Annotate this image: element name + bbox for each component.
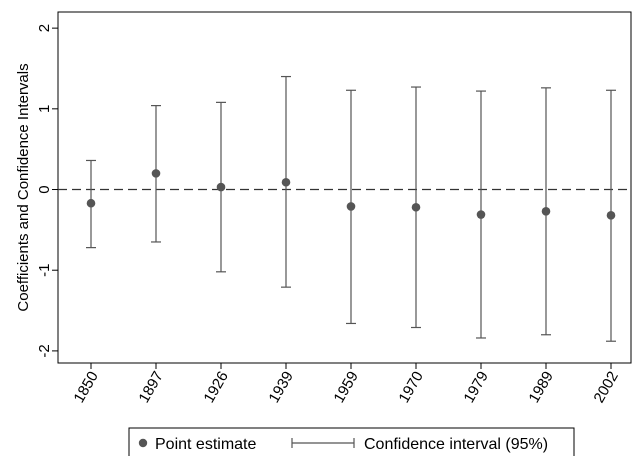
y-tick-label: 0	[36, 185, 53, 193]
x-tick-label: 1989	[525, 368, 556, 405]
point-estimate-marker	[281, 177, 291, 187]
legend: Point estimate Confidence interval (95%)	[128, 427, 575, 456]
point-estimate-marker	[411, 202, 421, 212]
y-tick-label: -1	[36, 264, 53, 277]
x-tick-label: 2002	[590, 368, 621, 405]
point-estimate-marker	[476, 210, 486, 219]
y-tick-label: -2	[36, 344, 53, 357]
legend-ci-label: Confidence interval (95%)	[364, 436, 548, 453]
y-axis-title: Coefficients and Confidence Intervals	[15, 63, 32, 311]
point-estimate-marker	[606, 211, 616, 220]
point-estimate-marker	[86, 198, 96, 208]
x-axis: 1850 1897 1926 1939 1959 1970 1979 1989 2002	[70, 363, 622, 406]
plot-frame	[57, 11, 632, 364]
x-tick-label: 1970	[395, 368, 426, 405]
point-estimates	[86, 169, 616, 220]
y-axis: -2 -1 0 1 2	[36, 24, 58, 358]
x-tick-label: 1850	[70, 368, 101, 405]
legend-box	[128, 427, 575, 456]
x-tick-label: 1897	[135, 368, 166, 405]
x-tick-label: 1979	[460, 368, 491, 405]
point-estimate-marker	[216, 182, 226, 192]
legend-ci-marker	[291, 438, 355, 448]
point-estimate-marker	[541, 207, 551, 216]
legend-point-label: Point estimate	[155, 436, 256, 453]
x-tick-label: 1939	[265, 368, 296, 405]
point-estimate-marker	[151, 169, 161, 178]
x-tick-label: 1959	[330, 368, 361, 405]
x-tick-label: 1926	[200, 368, 231, 405]
legend-point-marker	[138, 438, 148, 448]
y-tick-label: 2	[36, 24, 53, 32]
point-estimate-marker	[346, 202, 356, 211]
y-tick-label: 1	[36, 105, 53, 113]
